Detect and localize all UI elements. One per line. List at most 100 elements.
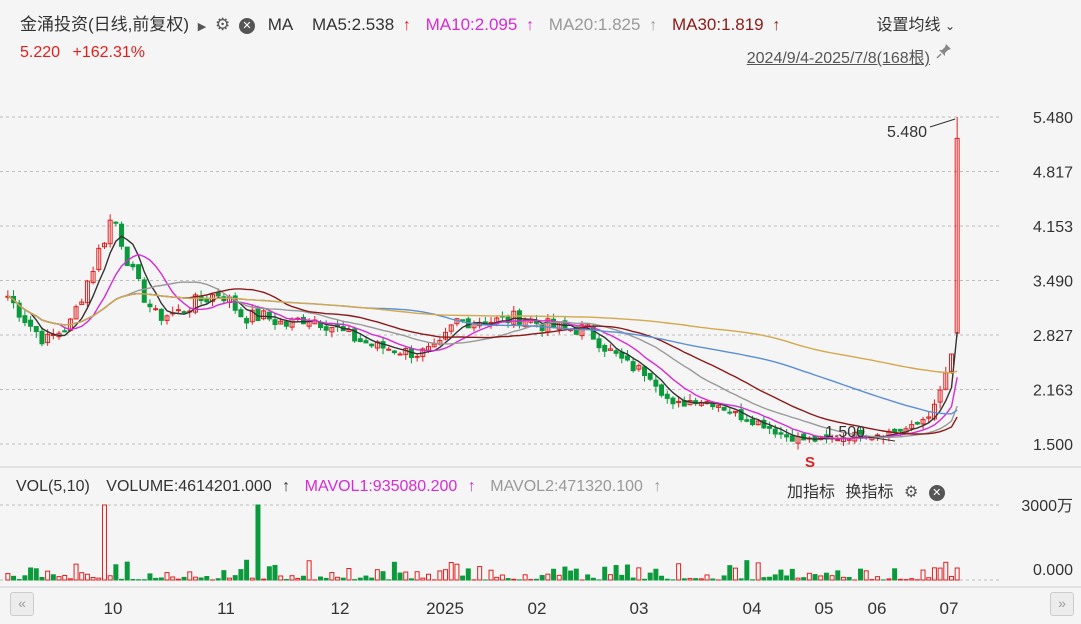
- volume-bar: [346, 568, 352, 581]
- candle-body: [90, 271, 96, 283]
- volume-bar: [153, 577, 159, 581]
- volume-bar: [158, 577, 164, 581]
- volume-bar: [295, 577, 301, 581]
- volume-bar: [5, 573, 11, 581]
- volume-bar: [113, 564, 119, 581]
- volume-bar: [676, 563, 682, 581]
- volume-bar: [232, 575, 238, 581]
- candle-body: [244, 317, 250, 324]
- candle-body: [431, 343, 437, 348]
- volume-bar: [806, 572, 812, 581]
- add-indicator-button[interactable]: 加指标: [787, 484, 836, 501]
- volume-value: VOLUME:4614201.000: [106, 478, 272, 495]
- ma5-arrow: ↑: [402, 17, 411, 34]
- ma-settings-button[interactable]: 设置均线 ⌄: [876, 11, 955, 35]
- candle-body: [266, 311, 272, 320]
- candle-body: [33, 326, 39, 333]
- volume-bar: [681, 578, 687, 581]
- gear-icon[interactable]: ⚙: [903, 484, 919, 501]
- volume-bar: [789, 568, 795, 581]
- volume-bar: [562, 566, 568, 581]
- candle-body: [329, 327, 335, 333]
- chevron-down-icon: ⌄: [944, 19, 955, 33]
- x-axis-label: 07: [940, 599, 959, 618]
- volume-bar: [926, 577, 932, 581]
- switch-indicator-button[interactable]: 换指标: [845, 484, 894, 501]
- ma10-value: MA10:2.095: [425, 15, 518, 34]
- candle-body: [448, 324, 454, 332]
- volume-bar: [147, 573, 153, 581]
- volume-bar: [62, 574, 68, 581]
- volume-bar: [437, 570, 443, 581]
- volume-bar: [659, 575, 665, 581]
- candle-body: [272, 319, 278, 326]
- close-icon[interactable]: ✕: [238, 17, 255, 34]
- ma20-line: [7, 281, 958, 439]
- candle-body: [659, 384, 665, 396]
- candle-body: [130, 263, 136, 268]
- candle-body: [778, 432, 784, 435]
- candle-body: [62, 330, 68, 333]
- volume-bar: [215, 578, 221, 581]
- candle-body: [534, 320, 539, 324]
- volume-bar: [408, 578, 414, 581]
- candle-body: [715, 405, 721, 408]
- x-axis-label: 2025: [426, 599, 464, 618]
- volume-bar: [727, 565, 733, 581]
- x-axis-label: 03: [630, 599, 649, 618]
- candle-body: [39, 330, 45, 345]
- candle-body: [79, 301, 85, 305]
- candle-body: [602, 344, 608, 352]
- volume-bar: [192, 576, 198, 581]
- candle-body: [164, 315, 170, 321]
- volume-bar: [738, 578, 744, 581]
- volume-bar: [551, 568, 557, 581]
- gear-icon[interactable]: ⚙: [214, 15, 231, 34]
- candle-body: [596, 338, 602, 349]
- candle-body: [192, 294, 198, 313]
- volume-bar: [698, 578, 704, 581]
- volume-bar: [607, 574, 613, 581]
- mavol2-value: MAVOL2:471320.100: [490, 478, 643, 495]
- close-icon[interactable]: ✕: [928, 484, 945, 501]
- volume-bar: [96, 577, 102, 581]
- volume-bar: [590, 577, 596, 581]
- candle-body: [357, 338, 363, 343]
- expand-triangle-icon[interactable]: ▶: [197, 21, 207, 33]
- low-annotation: 1.500: [825, 424, 865, 441]
- volume-bar: [795, 577, 801, 581]
- candle-body: [897, 428, 903, 432]
- ma30-arrow: ↑: [772, 17, 781, 34]
- candle-body: [153, 308, 159, 311]
- scroll-right-button[interactable]: »: [1050, 592, 1074, 616]
- volume-bar: [300, 575, 306, 581]
- pin-icon[interactable]: [935, 42, 953, 65]
- candle-body: [283, 320, 289, 327]
- volume-bar: [289, 575, 295, 581]
- volume-bar: [772, 574, 778, 581]
- volume-bar: [50, 574, 56, 581]
- mavol1-value: MAVOL1:935080.200: [304, 478, 458, 495]
- volume-bar: [323, 577, 329, 581]
- price-tick-label: 5.480: [1033, 110, 1073, 127]
- volume-bar: [767, 576, 773, 581]
- change-percent: +162.31%: [72, 44, 146, 61]
- volume-bar: [892, 568, 898, 581]
- ma10-line: [7, 253, 958, 440]
- volume-bar: [755, 562, 761, 581]
- candle-body: [232, 295, 238, 311]
- date-range[interactable]: 2024/9/4-2025/7/8(168根): [746, 50, 930, 67]
- volume-bar: [238, 569, 244, 581]
- last-price: 5.220: [20, 44, 61, 61]
- volume-bar: [840, 576, 846, 581]
- volume-bar: [261, 578, 267, 581]
- candle-body: [630, 361, 636, 372]
- double-chevron-right-icon: »: [1058, 595, 1066, 611]
- volume-bar: [198, 577, 204, 581]
- scroll-left-button[interactable]: «: [10, 592, 34, 616]
- volume-bar: [937, 567, 943, 581]
- candle-body: [721, 406, 727, 411]
- volume-bar: [448, 562, 454, 581]
- volume-bar: [539, 575, 545, 581]
